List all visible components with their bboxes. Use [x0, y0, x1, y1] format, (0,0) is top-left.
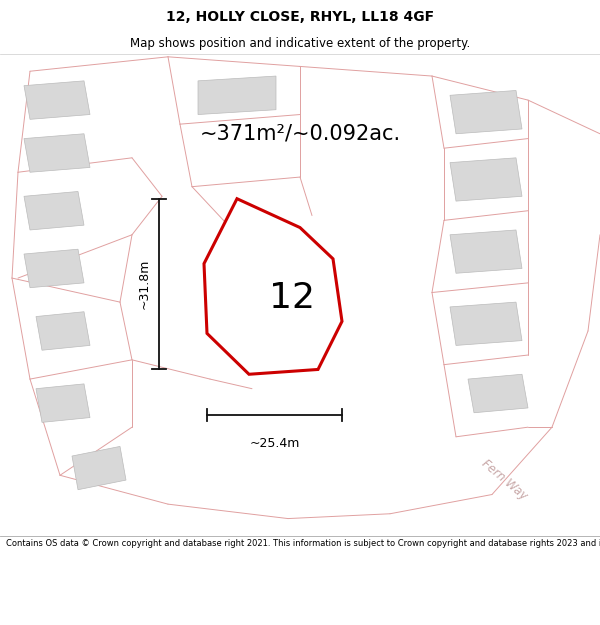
Text: Map shows position and indicative extent of the property.: Map shows position and indicative extent…: [130, 38, 470, 51]
Polygon shape: [24, 249, 84, 288]
Polygon shape: [36, 312, 90, 350]
Polygon shape: [450, 302, 522, 346]
Text: ~31.8m: ~31.8m: [137, 259, 151, 309]
Polygon shape: [450, 230, 522, 273]
Polygon shape: [36, 384, 90, 423]
Polygon shape: [198, 76, 276, 114]
Polygon shape: [24, 191, 84, 230]
Polygon shape: [72, 446, 126, 490]
Text: ~371m²/~0.092ac.: ~371m²/~0.092ac.: [199, 124, 401, 144]
Polygon shape: [204, 199, 342, 374]
Text: 12, HOLLY CLOSE, RHYL, LL18 4GF: 12, HOLLY CLOSE, RHYL, LL18 4GF: [166, 11, 434, 24]
Polygon shape: [450, 158, 522, 201]
Text: ~25.4m: ~25.4m: [250, 437, 299, 450]
Text: Contains OS data © Crown copyright and database right 2021. This information is : Contains OS data © Crown copyright and d…: [6, 539, 600, 549]
Polygon shape: [450, 91, 522, 134]
Polygon shape: [24, 134, 90, 172]
Text: Fern Way: Fern Way: [479, 458, 529, 503]
Polygon shape: [468, 374, 528, 413]
Polygon shape: [24, 81, 90, 119]
Text: 12: 12: [269, 281, 315, 315]
